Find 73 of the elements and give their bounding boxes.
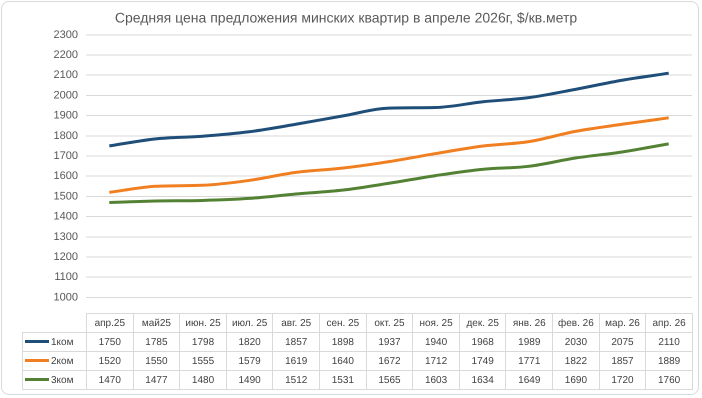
data-label: 1889 xyxy=(646,352,692,370)
legend-label: 1ком xyxy=(51,336,74,348)
y-tick-label: 2300 xyxy=(54,28,78,41)
x-tick-label: авг. 25 xyxy=(272,314,320,332)
data-label: 1520 xyxy=(86,352,134,370)
data-label: 1649 xyxy=(506,370,553,390)
data-label: 1470 xyxy=(86,370,134,390)
data-label: 1898 xyxy=(320,332,366,352)
y-tick-label: 1900 xyxy=(54,110,78,122)
x-tick-label: май25 xyxy=(133,314,180,332)
data-label: 1771 xyxy=(506,352,553,370)
x-tick-label: апр. 26 xyxy=(646,314,692,332)
data-label: 1512 xyxy=(272,370,320,390)
y-tick-label: 2100 xyxy=(54,69,78,82)
data-label: 2110 xyxy=(646,332,692,352)
data-label: 1555 xyxy=(180,352,226,370)
data-label: 1822 xyxy=(552,352,600,370)
data-label: 1634 xyxy=(459,370,506,390)
data-label: 2075 xyxy=(599,332,646,352)
x-tick-label: июл. 25 xyxy=(226,314,273,332)
data-label: 1749 xyxy=(459,352,506,370)
data-label: 1857 xyxy=(599,352,646,370)
y-tick-label: 1600 xyxy=(54,170,78,182)
data-label: 1690 xyxy=(552,370,600,390)
data-label: 1750 xyxy=(86,332,134,352)
data-label: 1720 xyxy=(599,370,646,390)
y-tick-label: 1400 xyxy=(54,210,78,223)
data-label: 1579 xyxy=(226,352,273,370)
y-tick-label: 1800 xyxy=(54,130,78,142)
y-tick-label: 1300 xyxy=(54,230,78,243)
data-label: 1490 xyxy=(226,370,273,390)
data-label: 1619 xyxy=(272,352,320,370)
x-tick-label: июн. 25 xyxy=(180,314,226,332)
x-tick-label: фев. 26 xyxy=(552,314,600,332)
x-tick-label: окт. 25 xyxy=(366,314,413,332)
data-label: 1857 xyxy=(272,332,320,352)
data-label: 1968 xyxy=(459,332,506,352)
data-label: 1603 xyxy=(412,370,460,390)
x-tick-label: дек. 25 xyxy=(459,314,506,332)
x-tick-label: ноя. 25 xyxy=(412,314,460,332)
data-label: 1712 xyxy=(412,352,460,370)
y-tick-label: 1700 xyxy=(54,150,78,162)
data-label: 1785 xyxy=(133,332,180,352)
data-label: 1480 xyxy=(180,370,226,390)
x-tick-label: мар. 26 xyxy=(599,314,646,332)
x-tick-label: янв. 26 xyxy=(506,314,553,332)
data-label: 1820 xyxy=(226,332,273,352)
data-label: 1672 xyxy=(366,352,413,370)
line-series xyxy=(108,142,670,204)
data-label: 1760 xyxy=(646,370,692,390)
data-label: 1940 xyxy=(412,332,460,352)
y-tick-label: 1100 xyxy=(54,271,78,284)
y-tick-label: 1200 xyxy=(54,251,78,264)
y-tick-label: 2200 xyxy=(54,49,78,62)
y-tick-label: 1500 xyxy=(54,190,78,202)
data-label: 2030 xyxy=(552,332,600,352)
data-label: 1989 xyxy=(506,332,553,352)
data-label: 1477 xyxy=(133,370,180,390)
data-label: 1550 xyxy=(133,352,180,370)
x-tick-label: сен. 25 xyxy=(320,314,366,332)
y-tick-label: 1000 xyxy=(54,291,78,304)
y-tick-label: 2000 xyxy=(54,89,78,102)
line-series xyxy=(108,72,670,148)
data-label: 1565 xyxy=(366,370,413,390)
data-label: 1531 xyxy=(320,370,366,390)
legend-label: 3ком xyxy=(51,374,74,386)
data-label: 1798 xyxy=(180,332,226,352)
x-tick-label: апр.25 xyxy=(86,314,134,332)
data-label: 1937 xyxy=(366,332,413,352)
data-label: 1640 xyxy=(320,352,366,370)
legend-label: 2ком xyxy=(51,356,74,366)
chart-title: Средняя цена предложения минских квартир в апреле 2026г, $/кв.метр xyxy=(114,9,578,26)
line-series xyxy=(108,116,670,194)
